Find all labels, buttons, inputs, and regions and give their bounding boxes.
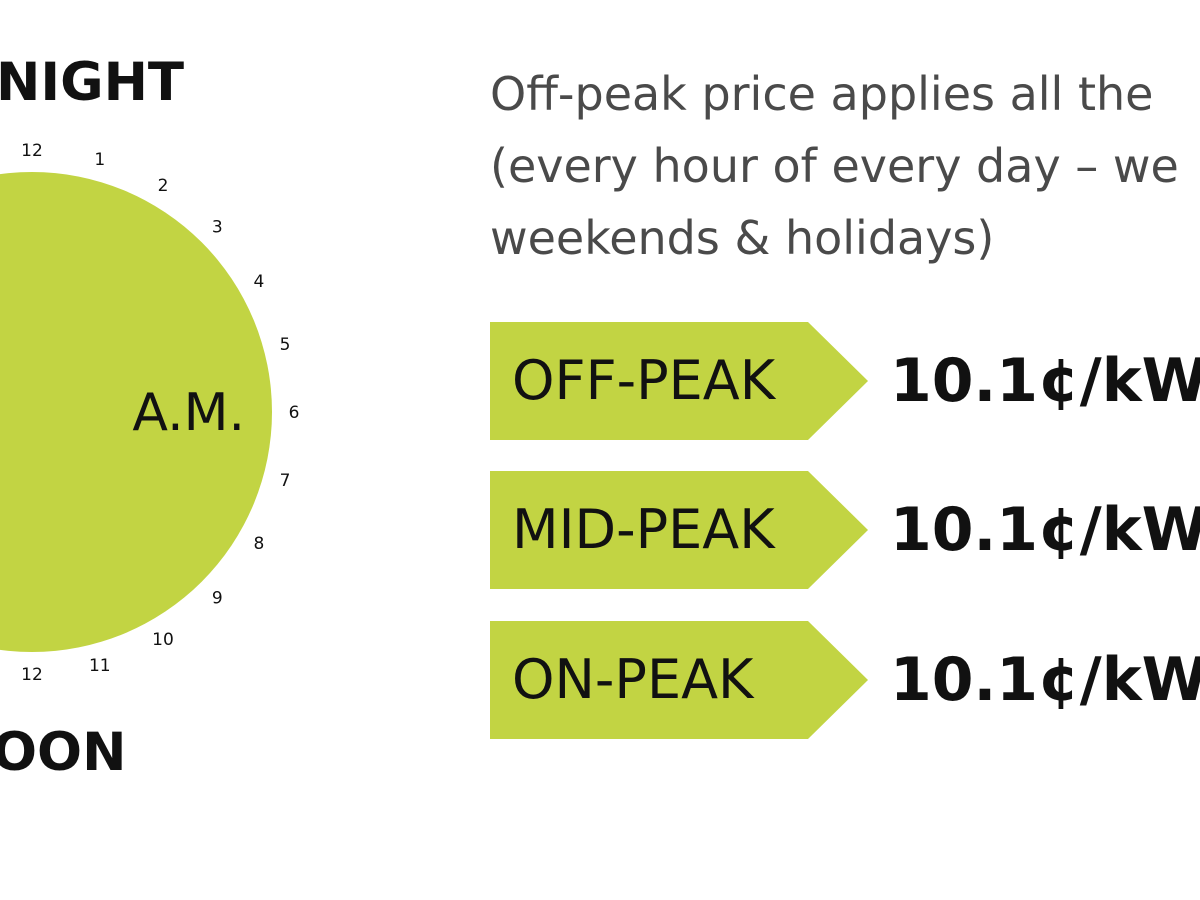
clock-hour-3: 3 [212, 218, 223, 238]
tier-label-off-peak: OFF-PEAK [512, 349, 776, 412]
tier-price-off-peak: 10.1¢/kWh [890, 346, 1200, 416]
tier-row-on-peak: ON-PEAK 10.1¢/kWh [490, 621, 1200, 739]
tier-label-on-peak: ON-PEAK [512, 648, 754, 711]
clock-hour-8: 8 [253, 534, 264, 554]
tier-tag-off-peak [490, 322, 868, 440]
tier-row-mid-peak: MID-PEAK 10.1¢/kWh [490, 471, 1200, 589]
clock-hour-7: 7 [280, 471, 291, 491]
description-line-3: weekends & holidays) [490, 211, 995, 265]
clock-hour-5: 5 [280, 335, 291, 355]
clock-hour-10: 10 [152, 630, 174, 650]
description-line-1: Off-peak price applies all the [490, 67, 1154, 121]
clock-hour-1: 1 [94, 150, 105, 170]
tier-tag-on-peak [490, 621, 868, 739]
pricing-description: Off-peak price applies all the (every ho… [490, 58, 1179, 274]
clock-hour-11: 11 [89, 656, 111, 676]
noon-label: OON [0, 722, 127, 783]
midnight-label: NIGHT [0, 52, 185, 113]
tier-price-mid-peak: 10.1¢/kWh [890, 495, 1200, 565]
clock-hour-9: 9 [212, 588, 223, 608]
tier-price-on-peak: 10.1¢/kWh [890, 645, 1200, 715]
clock-hour-12-bottom: 12 [21, 665, 43, 685]
clock-hour-2: 2 [158, 176, 169, 196]
tier-label-mid-peak: MID-PEAK [512, 498, 775, 561]
clock-face [0, 172, 272, 652]
clock-hour-6: 6 [289, 403, 300, 423]
am-label: A.M. [132, 383, 245, 443]
clock-hour-4: 4 [253, 272, 264, 292]
description-line-2: (every hour of every day – we [490, 139, 1179, 193]
tier-tag-mid-peak [490, 471, 868, 589]
tier-row-off-peak: OFF-PEAK 10.1¢/kWh [490, 322, 1200, 440]
clock-hour-12: 12 [21, 141, 43, 161]
